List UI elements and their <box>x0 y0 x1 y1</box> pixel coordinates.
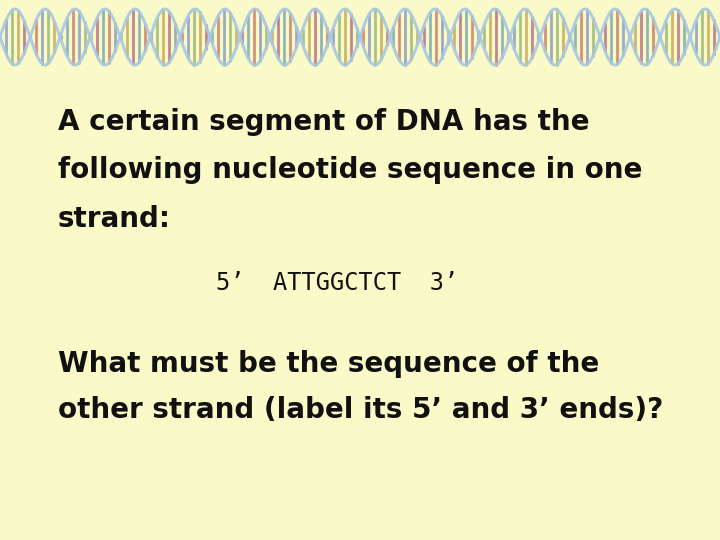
Text: following nucleotide sequence in one: following nucleotide sequence in one <box>58 156 642 184</box>
Text: What must be the sequence of the: What must be the sequence of the <box>58 350 599 379</box>
Text: strand:: strand: <box>58 205 171 233</box>
Text: 5’  ATTGGCTCT  3’: 5’ ATTGGCTCT 3’ <box>216 272 458 295</box>
Text: other strand (label its 5’ and 3’ ends)?: other strand (label its 5’ and 3’ ends)? <box>58 396 663 424</box>
Text: A certain segment of DNA has the: A certain segment of DNA has the <box>58 107 589 136</box>
